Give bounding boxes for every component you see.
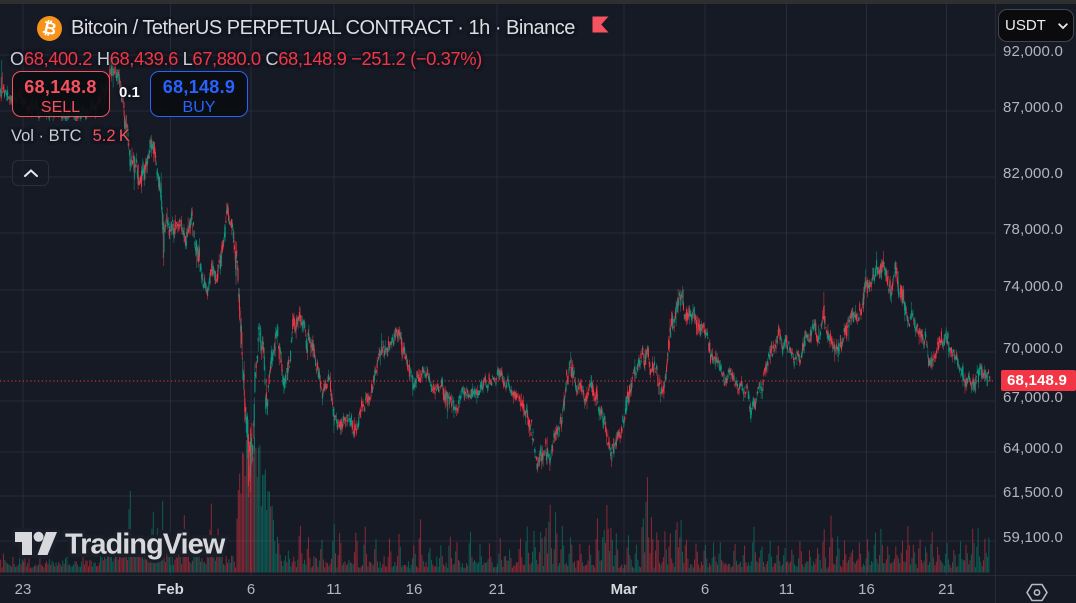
svg-text:TradingView: TradingView [65,529,226,561]
